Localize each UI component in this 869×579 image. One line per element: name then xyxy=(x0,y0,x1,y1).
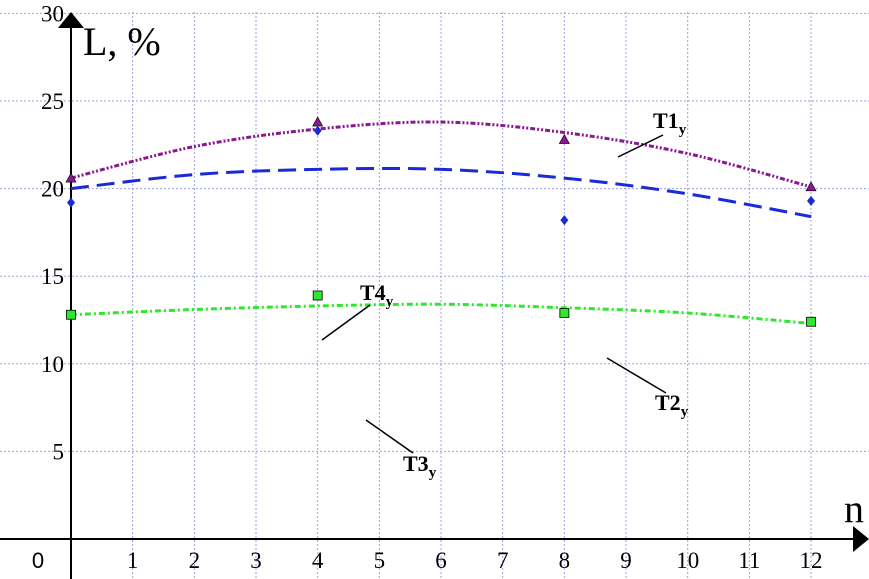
y-tick-label: 10 xyxy=(41,352,64,377)
label-leader-t2 xyxy=(606,357,667,394)
trend-line-t4 xyxy=(70,120,812,189)
series-label-subscript: y xyxy=(386,294,394,310)
x-tick-label: 12 xyxy=(800,548,823,573)
data-point-t4 xyxy=(558,133,570,144)
x-tick-label: 8 xyxy=(559,548,571,573)
data-point-t2 xyxy=(560,215,569,226)
data-point-t2 xyxy=(807,195,816,206)
data-points xyxy=(65,116,817,327)
series-label-subscript: y xyxy=(681,404,689,420)
y-tick-label: 30 xyxy=(41,1,64,26)
x-tick-label: 7 xyxy=(497,548,509,573)
x-axis-title: n xyxy=(844,486,864,531)
x-tick-label: 9 xyxy=(620,548,632,573)
series-label-t4: T4y xyxy=(360,280,394,310)
x-axis-arrow xyxy=(853,526,869,552)
data-point-t3 xyxy=(66,309,76,320)
trend-line-t3 xyxy=(70,302,812,325)
series-label-t3: T3y xyxy=(403,451,437,481)
series-label-main: T4 xyxy=(360,280,386,305)
y-tick-label: 15 xyxy=(41,264,64,289)
trend-lines xyxy=(70,120,812,325)
x-tick-label: 11 xyxy=(738,548,760,573)
series-label-main: T3 xyxy=(403,451,429,476)
data-point-t3 xyxy=(806,316,816,327)
data-point-t4 xyxy=(805,181,817,192)
series-label-t2: T2y xyxy=(655,390,689,420)
label-leader-t1 xyxy=(617,134,664,158)
x-tick-label: 3 xyxy=(250,548,262,573)
label-leader-t4 xyxy=(321,304,371,341)
y-axis-arrow xyxy=(58,12,84,28)
data-point-t3 xyxy=(559,308,570,318)
x-tick-label: 10 xyxy=(676,548,699,573)
series-label-main: T2 xyxy=(655,390,681,415)
series-label-t1: T1y xyxy=(653,108,687,138)
y-tick-label: 5 xyxy=(53,439,65,464)
series-label-subscript: y xyxy=(429,465,437,481)
x-tick-label: 5 xyxy=(374,548,386,573)
y-axis-title: L, % xyxy=(83,19,161,64)
data-point-t2 xyxy=(313,125,322,136)
tick-labels: 0123456789101112510152025303540455055 xyxy=(32,1,823,573)
label-leader-t3 xyxy=(365,419,414,454)
x-tick-label: 0 xyxy=(32,548,44,573)
axes xyxy=(0,12,869,579)
x-tick-label: 4 xyxy=(312,548,324,573)
data-point-t4 xyxy=(312,116,324,127)
x-tick-label: 1 xyxy=(127,548,139,573)
data-point-t4 xyxy=(65,172,77,183)
trend-line-t2 xyxy=(70,166,812,219)
x-tick-label: 2 xyxy=(189,548,201,573)
y-tick-label: 25 xyxy=(41,89,64,114)
series-label-main: T1 xyxy=(653,108,679,133)
y-tick-label: 20 xyxy=(41,177,64,202)
data-point-t3 xyxy=(312,290,323,301)
data-point-t2 xyxy=(67,197,75,208)
series-label-subscript: y xyxy=(679,122,687,138)
x-tick-label: 6 xyxy=(435,548,447,573)
